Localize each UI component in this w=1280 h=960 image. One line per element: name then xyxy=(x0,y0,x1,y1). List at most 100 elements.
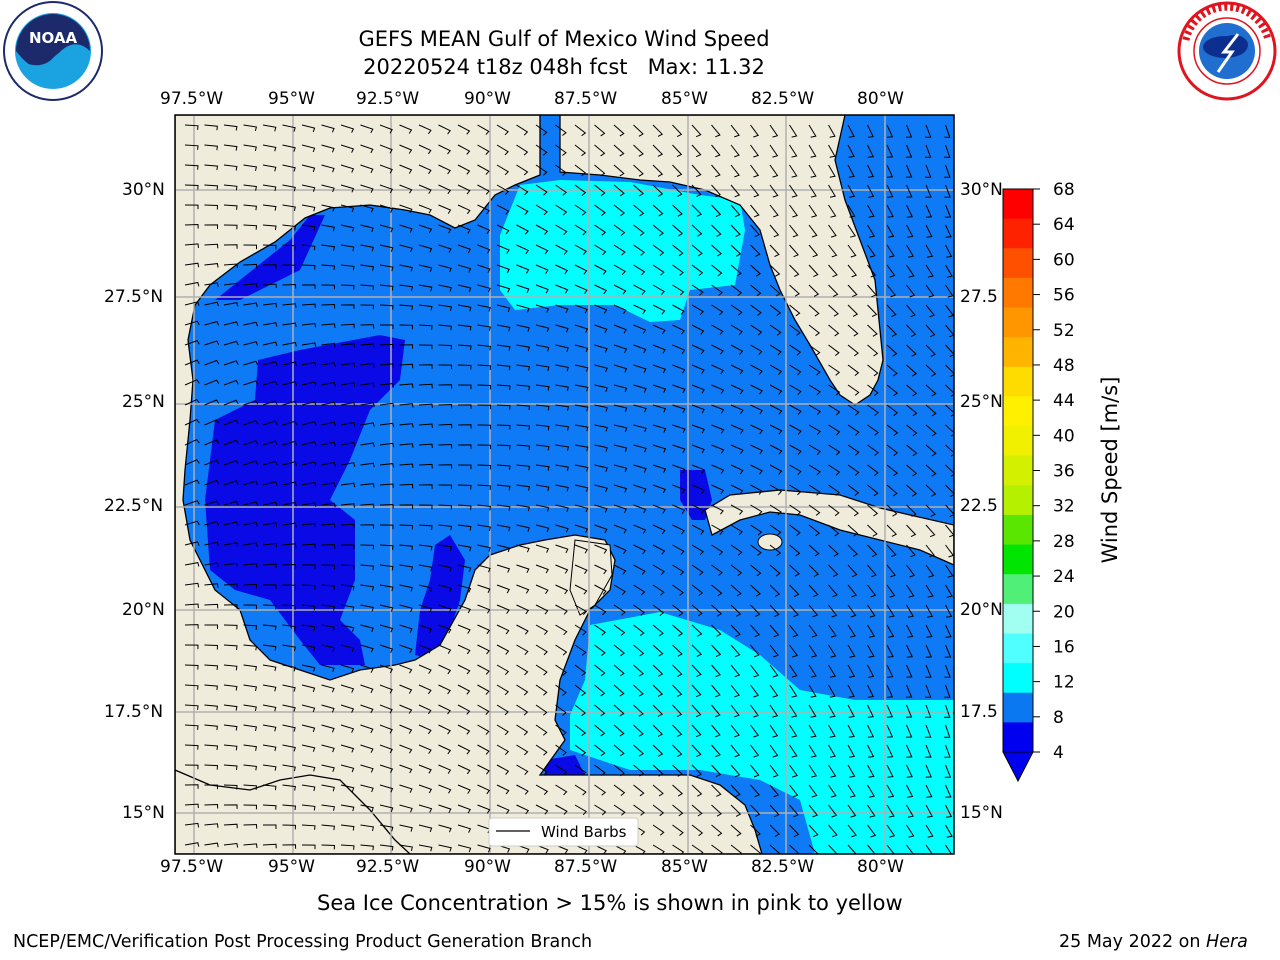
wind-barb xyxy=(613,204,626,217)
wind-barb xyxy=(477,484,492,490)
wind-barb xyxy=(828,784,837,798)
wind-barb xyxy=(555,704,567,716)
wind-barb xyxy=(282,624,296,631)
wind-barb xyxy=(652,764,664,777)
wind-barb xyxy=(750,584,761,597)
wind-barb xyxy=(204,224,218,229)
wind-barb xyxy=(535,184,548,196)
wind-barb xyxy=(945,804,953,818)
wind-barb xyxy=(457,584,472,593)
wind-barb xyxy=(944,664,951,678)
wind-barb xyxy=(711,804,722,817)
wind-barb xyxy=(243,604,258,610)
wind-barb xyxy=(906,744,913,758)
wind-barb xyxy=(886,424,899,436)
wind-barb xyxy=(360,224,374,233)
wind-barb xyxy=(184,724,199,730)
wind-barb xyxy=(262,501,278,507)
wind-barb xyxy=(711,664,721,678)
wind-barb xyxy=(438,403,453,409)
wind-barb xyxy=(223,204,238,210)
wind-barb xyxy=(184,541,200,546)
colorbar-tick-label: 20 xyxy=(1053,602,1075,622)
wind-barb xyxy=(477,564,491,573)
wind-barb xyxy=(886,704,894,718)
wind-barb xyxy=(418,184,432,194)
chart-title-line2: 20220524 t18z 048h fcst Max: 11.32 xyxy=(363,55,765,79)
wind-barb xyxy=(925,424,937,437)
wind-barb xyxy=(262,244,277,250)
wind-barb xyxy=(282,361,297,366)
wind-barb xyxy=(633,364,647,373)
wind-barb xyxy=(555,624,568,636)
wind-barb xyxy=(633,784,645,797)
land-texas-mexico xyxy=(175,115,763,854)
wind-barb xyxy=(945,444,954,457)
wind-barb xyxy=(847,584,858,598)
wind-barb xyxy=(223,360,239,366)
wind-barbs xyxy=(184,124,954,854)
wind-barb xyxy=(321,624,335,632)
wind-barb xyxy=(652,784,664,797)
wind-barb xyxy=(945,224,952,238)
wind-barb xyxy=(301,824,316,830)
wind-barb xyxy=(516,404,531,411)
wind-barb xyxy=(457,764,471,775)
wind-barb xyxy=(613,784,626,796)
wind-barb xyxy=(652,464,667,473)
wind-barb xyxy=(223,500,239,506)
wind-barb xyxy=(379,584,394,592)
wind-barb xyxy=(711,284,723,296)
wind-barb xyxy=(184,664,199,670)
wind-barb xyxy=(301,303,316,309)
wind-barb xyxy=(496,764,510,775)
wind-barb xyxy=(223,399,239,406)
wind-barb xyxy=(184,262,200,268)
wind-barb xyxy=(750,764,760,778)
wind-barb xyxy=(243,144,257,152)
wind-barb xyxy=(301,421,317,426)
wind-barb xyxy=(808,164,817,178)
wind-barb xyxy=(594,584,607,595)
wind-barb xyxy=(886,384,899,397)
wind-barb xyxy=(223,764,238,771)
colorbar-tick-label: 12 xyxy=(1053,673,1075,693)
wind-barb xyxy=(769,604,780,618)
wind-barb xyxy=(379,524,394,530)
colorbar-tick-label: 52 xyxy=(1053,321,1075,341)
wind-barb xyxy=(750,724,760,738)
wind-barb xyxy=(769,444,783,455)
wind-barb xyxy=(516,164,529,176)
wind-barb xyxy=(574,804,587,816)
wind-barb xyxy=(944,124,951,138)
wind-barb xyxy=(477,844,491,853)
wind-barb xyxy=(282,204,296,212)
wind-barb xyxy=(340,304,355,309)
wind-barb xyxy=(808,784,818,798)
wind-barb xyxy=(925,164,932,178)
wind-barb xyxy=(379,144,393,154)
wind-barb xyxy=(613,764,625,777)
wind-barb xyxy=(924,704,932,718)
wind-barb xyxy=(321,482,336,487)
wind-barb xyxy=(282,400,298,406)
wind-barb xyxy=(457,544,472,552)
wind-barb xyxy=(691,264,704,276)
wind-barb xyxy=(808,804,819,818)
wind-barb xyxy=(906,484,918,497)
wind-barb xyxy=(574,544,588,554)
wind-barb xyxy=(594,444,608,452)
wind-barb xyxy=(535,524,550,533)
wind-barb xyxy=(906,204,913,218)
wind-barb xyxy=(847,544,859,557)
wind-barb xyxy=(535,284,549,294)
wind-barb xyxy=(418,244,433,253)
wind-barb xyxy=(789,764,798,778)
wind-barb xyxy=(360,704,374,714)
colorbar-swatch xyxy=(1003,514,1033,546)
wind-barb xyxy=(867,784,875,798)
wind-barb xyxy=(672,764,683,777)
wind-barb xyxy=(847,844,857,854)
wind-barb xyxy=(184,500,200,506)
